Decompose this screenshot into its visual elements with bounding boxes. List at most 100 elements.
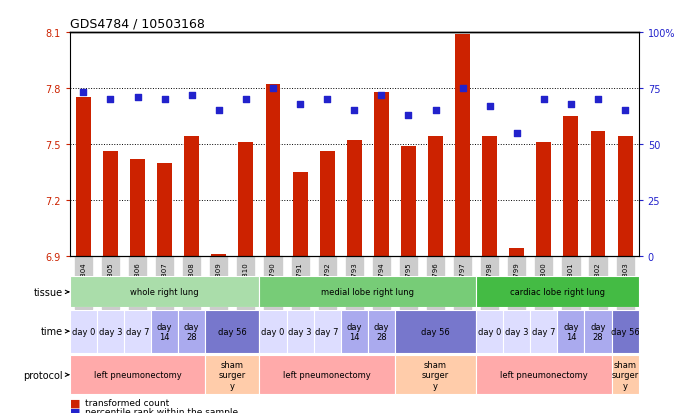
Point	[295, 101, 306, 108]
Bar	[591, 131, 605, 256]
Text: whole right lung: whole right lung	[131, 288, 199, 297]
Bar	[286, 310, 313, 353]
Text: sham
surger
y: sham surger y	[422, 360, 449, 389]
Bar	[584, 310, 611, 353]
Text: day 0: day 0	[478, 327, 501, 336]
Bar	[320, 152, 334, 256]
Text: tissue: tissue	[34, 287, 63, 297]
Text: day 3: day 3	[98, 327, 122, 336]
Point	[159, 97, 170, 103]
Bar	[178, 310, 205, 353]
Text: ■: ■	[70, 407, 80, 413]
Bar	[611, 355, 639, 394]
Point	[484, 103, 496, 110]
Bar	[265, 85, 281, 256]
Bar	[618, 137, 632, 256]
Point	[593, 97, 604, 103]
Text: cardiac lobe right lung: cardiac lobe right lung	[510, 288, 605, 297]
Point	[403, 112, 414, 119]
Text: left pneumonectomy: left pneumonectomy	[283, 370, 371, 379]
Bar	[395, 355, 476, 394]
Text: day
28: day 28	[373, 322, 389, 341]
Bar	[368, 310, 395, 353]
Text: medial lobe right lung: medial lobe right lung	[321, 288, 415, 297]
Bar	[476, 277, 639, 308]
Text: GDS4784 / 10503168: GDS4784 / 10503168	[70, 17, 205, 31]
Bar	[130, 159, 145, 256]
Text: transformed count: transformed count	[85, 398, 170, 407]
Bar	[124, 310, 151, 353]
Text: day 7: day 7	[532, 327, 556, 336]
Text: sham
surger
y: sham surger y	[218, 360, 246, 389]
Bar	[611, 310, 639, 353]
Text: day 7: day 7	[315, 327, 339, 336]
Bar	[482, 137, 497, 256]
Bar	[205, 310, 260, 353]
Bar	[503, 310, 530, 353]
Bar	[347, 141, 362, 256]
Point	[620, 108, 631, 114]
Bar	[530, 310, 558, 353]
Text: ■: ■	[70, 398, 80, 408]
Bar	[76, 98, 91, 256]
Text: left pneumonectomy: left pneumonectomy	[94, 370, 181, 379]
Bar	[260, 310, 286, 353]
Text: day 3: day 3	[288, 327, 312, 336]
Bar	[205, 355, 260, 394]
Point	[105, 97, 116, 103]
Bar	[292, 173, 308, 256]
Bar	[157, 163, 172, 256]
Point	[376, 92, 387, 99]
Bar	[455, 35, 470, 256]
Bar	[374, 93, 389, 256]
Point	[457, 85, 468, 92]
Bar	[563, 116, 579, 256]
Text: day 7: day 7	[126, 327, 149, 336]
Point	[349, 108, 360, 114]
Text: day 0: day 0	[72, 327, 95, 336]
Text: day 56: day 56	[611, 327, 639, 336]
Text: day
28: day 28	[591, 322, 606, 341]
Text: day 56: day 56	[218, 327, 246, 336]
Bar	[260, 355, 395, 394]
Bar	[341, 310, 368, 353]
Bar	[151, 310, 178, 353]
Bar	[476, 310, 503, 353]
Text: day
14: day 14	[346, 322, 362, 341]
Text: sham
surger
y: sham surger y	[611, 360, 639, 389]
Text: day
14: day 14	[157, 322, 172, 341]
Bar	[558, 310, 584, 353]
Point	[511, 130, 522, 137]
Bar	[211, 254, 226, 256]
Point	[213, 108, 224, 114]
Point	[565, 101, 577, 108]
Bar	[70, 310, 97, 353]
Bar	[97, 310, 124, 353]
Bar	[395, 310, 476, 353]
Text: protocol: protocol	[23, 370, 63, 380]
Text: day 56: day 56	[421, 327, 450, 336]
Text: left pneumonectomy: left pneumonectomy	[500, 370, 588, 379]
Text: day
14: day 14	[563, 322, 579, 341]
Bar	[313, 310, 341, 353]
Bar	[476, 355, 611, 394]
Point	[322, 97, 333, 103]
Point	[186, 92, 198, 99]
Point	[430, 108, 441, 114]
Bar	[536, 143, 551, 256]
Bar	[184, 137, 199, 256]
Bar	[239, 143, 253, 256]
Text: day 0: day 0	[261, 327, 285, 336]
Point	[538, 97, 549, 103]
Point	[267, 85, 279, 92]
Bar	[510, 249, 524, 256]
Text: time: time	[41, 326, 63, 337]
Bar	[401, 147, 416, 256]
Point	[240, 97, 251, 103]
Bar	[260, 277, 476, 308]
Bar	[70, 277, 260, 308]
Point	[132, 95, 143, 101]
Bar	[103, 152, 118, 256]
Text: day
28: day 28	[184, 322, 200, 341]
Bar	[70, 355, 205, 394]
